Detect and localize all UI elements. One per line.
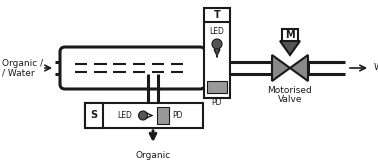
Polygon shape	[272, 55, 290, 81]
Bar	[85, 103, 203, 128]
Polygon shape	[290, 55, 308, 81]
Text: LED: LED	[118, 111, 132, 120]
Text: S: S	[90, 111, 98, 120]
Bar	[282, 29, 298, 41]
Text: Organic: Organic	[135, 151, 170, 160]
Text: LED: LED	[209, 27, 225, 36]
Text: / Water: / Water	[2, 68, 35, 77]
Polygon shape	[214, 49, 220, 53]
Text: Valve: Valve	[278, 95, 302, 104]
Text: M: M	[285, 30, 295, 40]
Polygon shape	[280, 41, 300, 55]
Text: Motorised: Motorised	[268, 86, 312, 95]
Text: PD: PD	[172, 111, 183, 120]
Circle shape	[212, 39, 222, 49]
Circle shape	[138, 111, 147, 120]
Bar	[204, 8, 230, 98]
Text: T: T	[214, 10, 220, 20]
Text: Water: Water	[374, 64, 378, 73]
Bar	[157, 107, 169, 124]
FancyBboxPatch shape	[60, 47, 205, 89]
Bar	[207, 81, 227, 93]
Text: PD: PD	[212, 98, 222, 107]
Bar	[85, 103, 103, 128]
Text: Organic /: Organic /	[2, 59, 43, 67]
